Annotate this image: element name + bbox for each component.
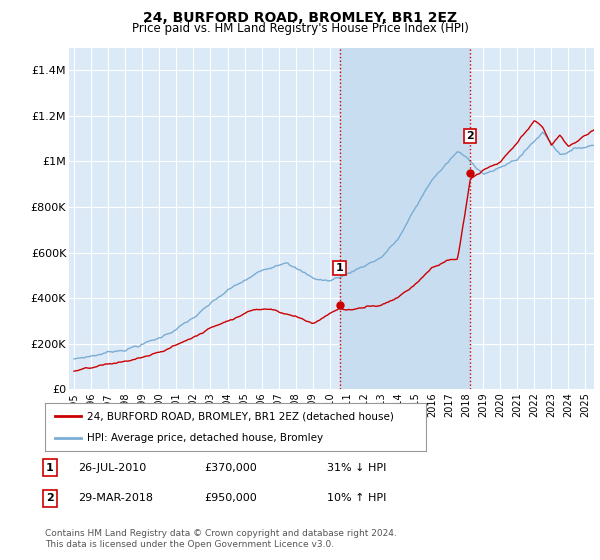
Text: HPI: Average price, detached house, Bromley: HPI: Average price, detached house, Brom… (87, 433, 323, 443)
Text: Price paid vs. HM Land Registry's House Price Index (HPI): Price paid vs. HM Land Registry's House … (131, 22, 469, 35)
Bar (340, 48, 470, 389)
Text: 2: 2 (46, 493, 53, 503)
Text: 1: 1 (46, 463, 53, 473)
Text: 31% ↓ HPI: 31% ↓ HPI (327, 463, 386, 473)
Text: £950,000: £950,000 (204, 493, 257, 503)
Text: 26-JUL-2010: 26-JUL-2010 (78, 463, 146, 473)
Text: 10% ↑ HPI: 10% ↑ HPI (327, 493, 386, 503)
Text: 29-MAR-2018: 29-MAR-2018 (78, 493, 153, 503)
Text: 24, BURFORD ROAD, BROMLEY, BR1 2EZ: 24, BURFORD ROAD, BROMLEY, BR1 2EZ (143, 11, 457, 25)
Text: Contains HM Land Registry data © Crown copyright and database right 2024.
This d: Contains HM Land Registry data © Crown c… (45, 529, 397, 549)
Text: £370,000: £370,000 (204, 463, 257, 473)
Text: 1: 1 (335, 263, 343, 273)
Text: 24, BURFORD ROAD, BROMLEY, BR1 2EZ (detached house): 24, BURFORD ROAD, BROMLEY, BR1 2EZ (deta… (87, 411, 394, 421)
Text: 2: 2 (466, 131, 474, 141)
